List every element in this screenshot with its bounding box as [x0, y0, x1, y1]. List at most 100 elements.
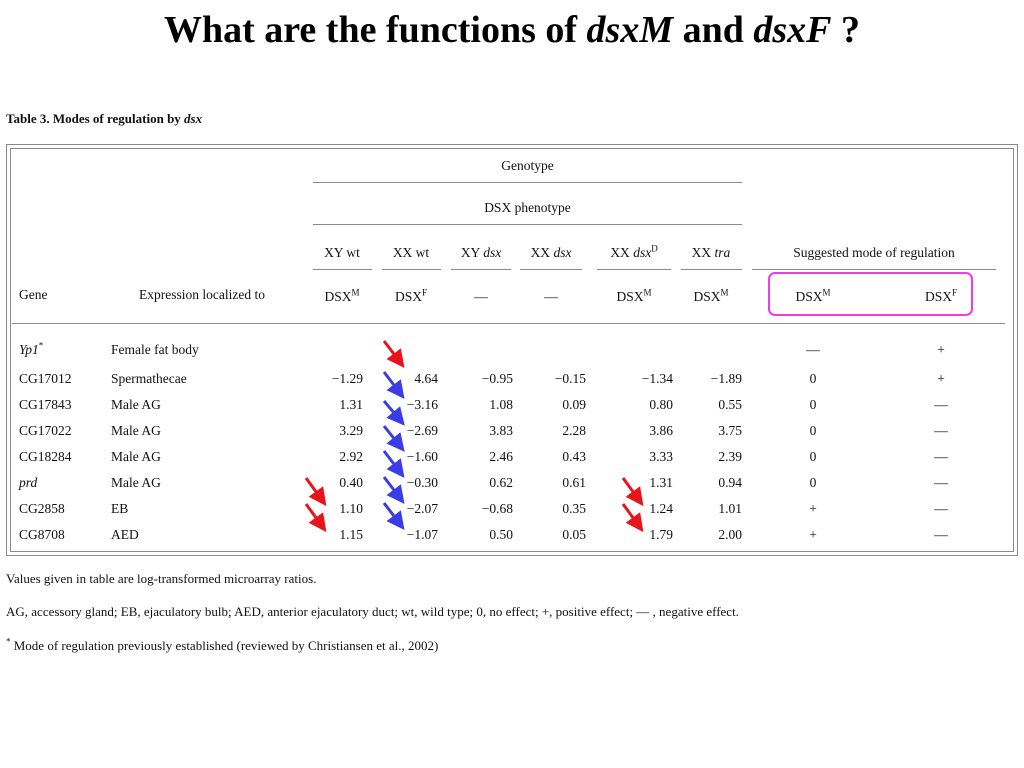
- ratio-cell: 3.83: [489, 423, 513, 438]
- ratio-cell: 1.10: [339, 501, 363, 516]
- mode-rule: [752, 269, 996, 270]
- mode-col-header: DSXF: [901, 288, 981, 305]
- genotype-col-header: XX tra: [671, 245, 751, 261]
- slide-title: What are the functions of dsxM and dsxF …: [0, 8, 1024, 52]
- expression-site: Male AG: [111, 449, 161, 464]
- genotype-label: XX wt: [392, 245, 430, 260]
- ratio-cell: 1.08: [489, 397, 513, 412]
- ratio-cell: −3.16: [406, 397, 438, 412]
- ratio-cell: 0.55: [718, 397, 742, 412]
- ratio-cell: −1.89: [710, 371, 742, 386]
- title-text-mid: and: [673, 9, 754, 51]
- ratio-cell: −2.07: [406, 501, 438, 516]
- phenotype-label: DSX: [394, 289, 422, 304]
- gene-footnote-marker: *: [38, 340, 44, 351]
- genotype-col-header: XX dsxD: [594, 243, 674, 261]
- phenotype-sup: M: [643, 287, 652, 298]
- expression-site: AED: [111, 527, 139, 542]
- phenotype-label: DSX: [616, 289, 644, 304]
- note-abbreviations: AG, accessory gland; EB, ejaculatory bul…: [6, 604, 739, 619]
- genotype-allele: tra: [714, 245, 731, 260]
- genotype-col-header: XX wt: [371, 245, 451, 261]
- header-dsx-phenotype: DSX phenotype: [484, 200, 571, 215]
- genotype-allele-sup: D: [651, 243, 658, 254]
- gene-name: CG17022: [19, 423, 72, 439]
- table-caption-gene: dsx: [184, 111, 203, 126]
- ratio-cell: 0.43: [562, 449, 586, 464]
- mode-f-cell: +: [937, 371, 945, 386]
- gene-name-text: CG17012: [19, 371, 72, 386]
- ratio-cell: −0.30: [406, 475, 438, 490]
- ratio-cell: 1.79: [649, 527, 673, 542]
- mode-sup: M: [822, 287, 831, 298]
- ratio-cell: 2.39: [718, 449, 742, 464]
- mode-m-cell: 0: [809, 397, 817, 412]
- col-rule-6: [681, 269, 742, 270]
- header-genotype: Genotype: [501, 158, 554, 173]
- expression-site: Male AG: [111, 397, 161, 412]
- ratio-cell: 3.29: [339, 423, 363, 438]
- phenotype-sup: M: [720, 287, 729, 298]
- ratio-cell: 2.46: [489, 449, 513, 464]
- mode-label: DSX: [795, 289, 823, 304]
- note-footnote-marker: *: [6, 636, 11, 647]
- gene-name-text: CG2858: [19, 501, 65, 516]
- header-bottom-rule: [12, 323, 1005, 324]
- phenotype-label: —: [474, 289, 488, 304]
- gene-name-text: CG18284: [19, 449, 72, 464]
- mode-label: DSX: [924, 289, 952, 304]
- genotype-label: XY wt: [324, 245, 360, 260]
- gene-name-text: Yp1: [19, 342, 39, 357]
- ratio-cell: 3.33: [649, 449, 673, 464]
- ratio-cell: 1.01: [718, 501, 742, 516]
- ratio-cell: 0.50: [489, 527, 513, 542]
- mode-f-cell: —: [934, 501, 948, 516]
- table-frame-inner: [10, 148, 1014, 552]
- gene-name: CG18284: [19, 449, 72, 465]
- ratio-cell: 2.28: [562, 423, 586, 438]
- note-footnote: * Mode of regulation previously establis…: [6, 636, 438, 654]
- gene-name: CG17012: [19, 371, 72, 387]
- ratio-cell: 0.61: [562, 475, 586, 490]
- mode-m-cell: +: [809, 501, 817, 516]
- gene-name-text: CG8708: [19, 527, 65, 542]
- title-gene-dsxm: dsxM: [586, 9, 674, 51]
- title-text-post: ?: [831, 9, 861, 51]
- title-gene-dsxf: dsxF: [753, 9, 832, 51]
- expression-site: Male AG: [111, 423, 161, 438]
- mode-f-cell: —: [934, 449, 948, 464]
- mode-f-cell: —: [934, 527, 948, 542]
- ratio-cell: −1.34: [641, 371, 673, 386]
- phenotype-sup: F: [422, 287, 428, 298]
- genotype-label: XX: [610, 245, 634, 260]
- ratio-cell: −0.95: [481, 371, 513, 386]
- dsx-phenotype-rule: [313, 224, 742, 225]
- gene-name: prd: [19, 475, 37, 491]
- col-rule-3: [451, 269, 511, 270]
- gene-name-text: CG17843: [19, 397, 72, 412]
- expression-site: Male AG: [111, 475, 161, 490]
- ratio-cell: 0.09: [562, 397, 586, 412]
- gene-name: CG8708: [19, 527, 65, 543]
- genotype-col-header: XY dsx: [441, 245, 521, 261]
- phenotype-col-header: —: [511, 289, 591, 305]
- mode-m-cell: 0: [809, 423, 817, 438]
- ratio-cell: 1.24: [649, 501, 673, 516]
- mode-m-cell: 0: [809, 371, 817, 386]
- genotype-col-header: XY wt: [302, 245, 382, 261]
- ratio-cell: −0.68: [481, 501, 513, 516]
- gene-name-text: CG17022: [19, 423, 72, 438]
- genotype-col-header: XX dsx: [511, 245, 591, 261]
- mode-f-cell: —: [934, 423, 948, 438]
- phenotype-col-header: DSXM: [594, 287, 674, 305]
- note-values: Values given in table are log-transforme…: [6, 571, 317, 586]
- mode-highlight-box: [768, 272, 973, 316]
- expression-site: Female fat body: [111, 342, 199, 357]
- ratio-cell: 3.86: [649, 423, 673, 438]
- ratio-cell: −2.69: [406, 423, 438, 438]
- title-text-pre: What are the functions of: [163, 9, 587, 51]
- phenotype-label: —: [544, 289, 558, 304]
- phenotype-label: DSX: [324, 289, 352, 304]
- table-frame: [6, 144, 1018, 556]
- genotype-allele: dsx: [483, 245, 502, 260]
